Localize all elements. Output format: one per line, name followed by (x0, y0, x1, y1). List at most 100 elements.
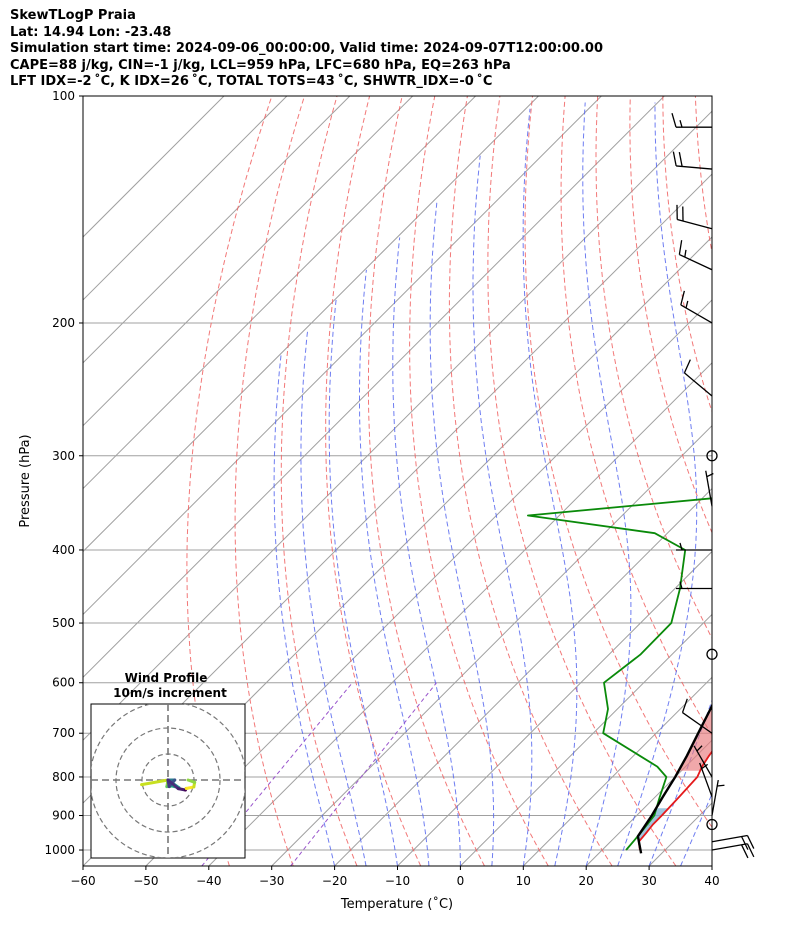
moist-adiabat (472, 155, 533, 866)
wind-barb-shaft (682, 712, 713, 734)
hodograph-title: Wind Profile (125, 671, 208, 685)
dry-adiabat (595, 96, 712, 640)
temperature-line (637, 750, 712, 851)
dry-adiabat (487, 96, 677, 866)
location-line: Lat: 14.94 Lon: -23.48 (10, 24, 172, 40)
dry-adiabat (409, 96, 549, 866)
moist-adiabat (328, 299, 398, 866)
dry-adiabat (694, 96, 712, 256)
wind-barb-flag (746, 843, 755, 858)
wind-barbs (671, 113, 755, 859)
wind-barb-shaft (699, 762, 713, 798)
y-tick-label: 800 (52, 770, 75, 784)
isotherm (83, 96, 414, 427)
dry-adiabat (662, 96, 712, 414)
background-lines (83, 96, 794, 866)
x-tick-label: −30 (259, 874, 284, 888)
isotherm (522, 676, 712, 866)
wind-barb-half-flag (706, 472, 714, 478)
wind-barb-half-flag (679, 120, 683, 128)
moist-adiabat (617, 102, 698, 866)
wind-barb-half-flag (679, 542, 683, 551)
moist-adiabat (711, 864, 712, 866)
isotherm (83, 96, 665, 679)
dry-adiabat (524, 96, 712, 829)
isotherm (648, 802, 712, 866)
y-tick-label: 300 (52, 449, 75, 463)
hodograph-subtitle: 10m/s increment (113, 686, 227, 700)
isotherm (145, 299, 712, 866)
wind-barb-flag (678, 240, 683, 255)
isotherm (460, 613, 712, 866)
y-tick-label: 1000 (44, 843, 75, 857)
y-tick-label: 700 (52, 726, 75, 740)
profile-lines (527, 497, 712, 854)
x-tick-label: 30 (641, 874, 656, 888)
isotherm (711, 865, 712, 866)
x-axis-label: Temperature (˚C) (340, 896, 453, 912)
isotherm (83, 96, 539, 553)
x-tick-label: −50 (133, 874, 158, 888)
wind-barb-half-flag (684, 249, 687, 258)
x-tick-label: 0 (457, 874, 465, 888)
y-tick-label: 400 (52, 543, 75, 557)
hodograph-rings (91, 704, 245, 858)
wind-barb-shaft (711, 843, 748, 851)
dry-adiabat (325, 96, 422, 866)
wind-barb-flag (672, 151, 677, 167)
hodograph-trace (166, 778, 180, 791)
y-tick-label: 200 (52, 316, 75, 330)
wind-barb-shaft (679, 253, 713, 271)
moist-adiabat (359, 269, 430, 866)
moist-adiabat (273, 354, 336, 866)
y-tick-label: 500 (52, 616, 75, 630)
isotherm (83, 96, 602, 616)
wind-barb-half-flag (701, 763, 709, 770)
wind-barb-half-flag (717, 784, 725, 787)
cape-area (678, 705, 712, 771)
isotherm (83, 96, 225, 238)
index-line: LFT IDX=-2 ˚C, K IDX=26 ˚C, TOTAL TOTS=4… (10, 74, 493, 89)
dry-adiabat (761, 96, 794, 866)
calm-wind-circle (706, 450, 718, 462)
isotherm (83, 96, 351, 364)
moist-adiabat (429, 201, 495, 866)
hodograph: Wind Profile 10m/s increment (90, 671, 246, 859)
moist-adiabat (680, 792, 712, 866)
cape-cin-fill (637, 705, 712, 844)
x-tick-label: 20 (579, 874, 594, 888)
wind-barb-half-flag (685, 300, 689, 309)
parcel-line (636, 703, 712, 854)
y-tick-label: 900 (52, 809, 75, 823)
dry-adiabat (560, 96, 712, 737)
isotherm (334, 487, 712, 866)
x-tick-label: 40 (704, 874, 719, 888)
isotherm (83, 96, 476, 490)
moist-adiabat (582, 102, 632, 866)
y-tick-label: 100 (52, 89, 75, 103)
moist-adiabat (392, 237, 461, 866)
wind-barb-flag (683, 359, 691, 374)
isotherm (271, 424, 712, 866)
calm-wind-circle (706, 818, 718, 831)
wind-barb-flag (740, 844, 749, 859)
dewpoint-line (527, 497, 712, 851)
moist-adiabat (300, 329, 367, 866)
x-tick-label: −20 (322, 874, 347, 888)
wind-barb-flag (678, 152, 683, 167)
y-tick-label: 600 (52, 676, 75, 690)
isotherm (83, 96, 288, 301)
dry-adiabat (234, 96, 305, 866)
x-tick-label: −60 (70, 874, 95, 888)
dry-adiabat (367, 96, 485, 866)
axis-ticks: −60 −50 −40 −30 −20 −10 0 10 20 30 40 100 200 300 400 5… (44, 89, 719, 888)
dry-adiabat (629, 96, 712, 534)
isotherm (397, 550, 712, 866)
hodograph-trace (140, 778, 170, 787)
chart-title: SkewTLogP Praia (10, 8, 136, 23)
wind-barb-half-flag (696, 745, 703, 752)
wind-barb-flag (671, 113, 677, 128)
x-tick-label: −10 (385, 874, 410, 888)
dry-adiabat (448, 96, 613, 866)
